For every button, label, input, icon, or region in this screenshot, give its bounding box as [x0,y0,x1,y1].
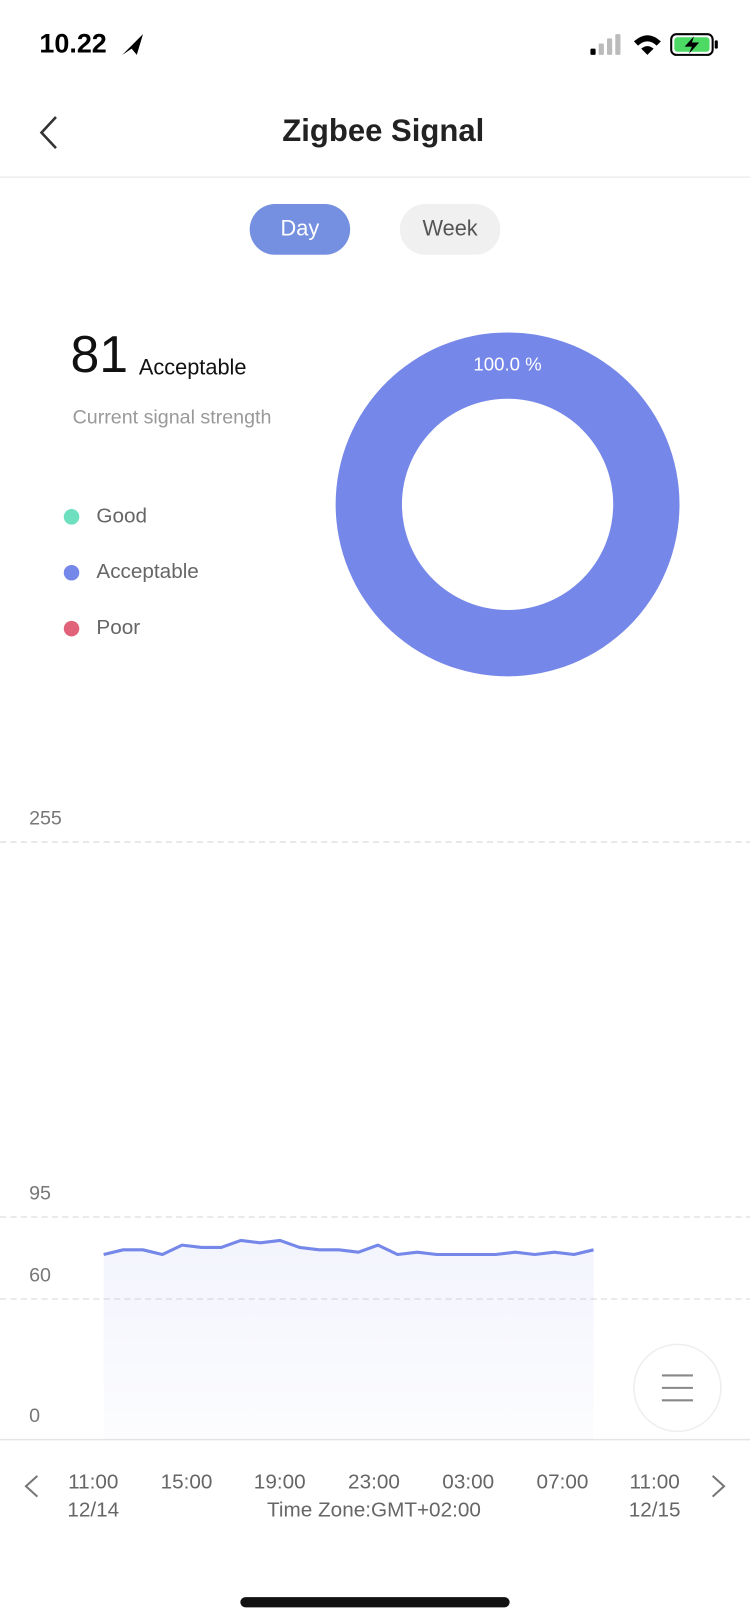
legend-dot [63,620,80,637]
legend-label: Poor [96,616,140,639]
x-tick-label: 15:00 [161,1471,213,1494]
x-tick-label: 19:00 [254,1471,306,1494]
tab-label: Week [422,216,477,241]
timezone-note: Time Zone:GMT+02:00 [267,1499,481,1522]
y-tick-label: 255 [29,807,62,829]
x-tick-label: 11:00 [68,1471,118,1494]
page-title: Zigbee Signal [282,113,484,148]
x-tick-date: 12/15 [629,1499,681,1522]
x-tick-label: 07:00 [537,1471,589,1494]
x-tick-label: 23:00 [348,1471,400,1494]
slice-label: 100.0 % [473,354,541,375]
area [103,1240,594,1440]
back-button[interactable] [39,116,57,149]
current-value: 81 [71,325,129,383]
location-icon [122,34,143,55]
legend-dot [63,509,80,525]
home-indicator [240,1597,510,1608]
tab-week[interactable] [399,204,501,255]
legend-label: Acceptable [96,560,198,583]
legend-dot [63,564,80,581]
next-button[interactable] [711,1475,726,1498]
x-tick-label: 03:00 [442,1471,494,1494]
signal-icon [590,34,621,55]
current-level: Acceptable [139,354,247,379]
y-tick-label: 0 [29,1405,40,1427]
current-caption: Current signal strength [73,407,272,429]
donut-slice [335,332,680,677]
y-tick-label: 60 [29,1264,51,1286]
x-tick-label: 11:00 [630,1471,680,1494]
y-tick-label: 95 [29,1182,51,1204]
prev-button[interactable] [24,1475,39,1498]
wifi-icon [633,35,661,55]
tab-day[interactable] [249,204,351,255]
x-tick-date: 12/14 [67,1499,119,1522]
tab-label: Day [281,216,320,241]
menu-icon [661,1374,693,1402]
line [103,1238,594,1257]
status-time: 10.22 [39,29,106,59]
legend-label: Good [96,504,147,527]
battery-icon [670,33,718,56]
